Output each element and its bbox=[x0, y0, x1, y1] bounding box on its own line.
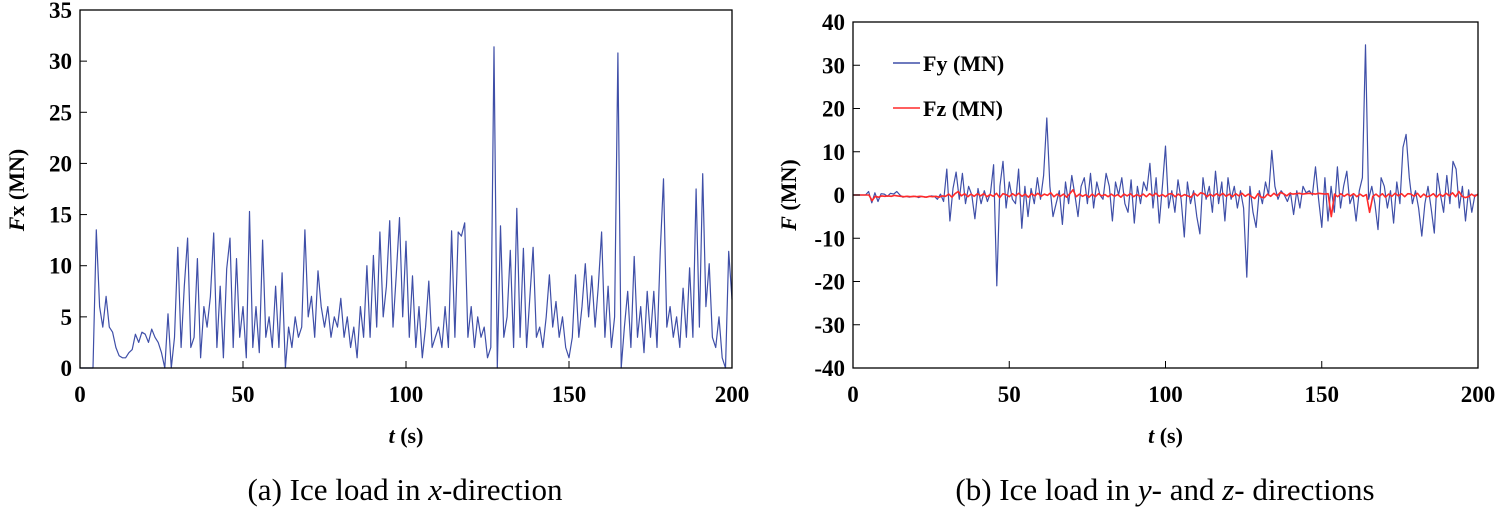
y-tick-label: -30 bbox=[814, 313, 845, 338]
y-tick-label: 25 bbox=[49, 100, 72, 125]
y-tick-label: 30 bbox=[822, 53, 845, 78]
plot-frame bbox=[79, 9, 733, 369]
x-axis-label: t (s) bbox=[389, 423, 424, 448]
x-axis-label-unit: (s) bbox=[1154, 423, 1183, 448]
x-tick-label: 100 bbox=[1148, 382, 1183, 407]
x-tick-label: 150 bbox=[1305, 382, 1340, 407]
y-axis-label-unit: (MN) bbox=[4, 149, 29, 206]
caption-text: -direction bbox=[442, 472, 563, 507]
x-tick-label: 150 bbox=[552, 382, 587, 407]
y-tick-label: 40 bbox=[822, 10, 845, 35]
y-tick-label: 20 bbox=[822, 97, 845, 122]
y-tick-label: 15 bbox=[49, 203, 72, 228]
x-axis-label-var: t bbox=[1148, 423, 1155, 448]
x-tick-label: 50 bbox=[232, 382, 255, 407]
chart-fx: 0 50 100 150 200 0 5 10 15 20 25 30 35 t (s) Fx (MN) (a… bbox=[4, 0, 749, 507]
y-tick-label: 30 bbox=[49, 49, 72, 74]
x-axis-label-var: t bbox=[389, 423, 396, 448]
y-axis-label-unit: (MN) bbox=[776, 159, 801, 216]
caption-text: - and bbox=[1152, 472, 1223, 507]
series-line-fz bbox=[853, 189, 1479, 218]
y-tick-label: -10 bbox=[814, 226, 845, 251]
caption-text: (a) Ice load in bbox=[247, 472, 428, 507]
y-tick-label: 35 bbox=[49, 0, 72, 23]
y-axis-label-var: F bbox=[776, 216, 801, 232]
y-tick-label: 20 bbox=[49, 151, 72, 176]
caption-text: (b) Ice load in bbox=[955, 472, 1137, 507]
y-tick-label: -20 bbox=[814, 270, 845, 295]
y-axis-label: Fx (MN) bbox=[4, 149, 29, 233]
figure-caption: (a) Ice load in x-direction bbox=[247, 472, 563, 507]
y-tick-label: 0 bbox=[61, 356, 73, 381]
caption-var: y bbox=[1135, 472, 1152, 507]
x-tick-label: 200 bbox=[1461, 382, 1496, 407]
x-tick-label: 0 bbox=[847, 382, 859, 407]
x-tick-label: 0 bbox=[74, 382, 86, 407]
chart-fy-fz: 0 50 100 150 200 -40 -30 -20 -10 0 10 20 30 40 t (s) F … bbox=[776, 10, 1495, 507]
caption-var: x bbox=[427, 472, 442, 507]
series-line-fy bbox=[853, 44, 1478, 287]
y-tick-label: 5 bbox=[61, 305, 73, 330]
y-tick-label: 10 bbox=[49, 254, 72, 279]
y-axis-label: F (MN) bbox=[776, 159, 801, 232]
y-tick-label: 0 bbox=[834, 183, 846, 208]
x-axis-label: t (s) bbox=[1148, 423, 1183, 448]
x-tick-label: 50 bbox=[998, 382, 1021, 407]
y-axis-label-var: F bbox=[4, 216, 29, 232]
x-axis-label-unit: (s) bbox=[395, 423, 424, 448]
caption-var: z bbox=[1221, 472, 1234, 507]
y-tick-label: -40 bbox=[814, 356, 845, 381]
figure-caption: (b) Ice load in y- and z- directions bbox=[955, 472, 1374, 507]
legend-label: Fy (MN) bbox=[923, 51, 1004, 76]
caption-text: - directions bbox=[1234, 472, 1374, 507]
x-tick-label: 200 bbox=[715, 382, 750, 407]
y-axis-label-sub: x bbox=[4, 206, 29, 217]
x-tick-label: 100 bbox=[389, 382, 424, 407]
series-line-fx bbox=[80, 46, 733, 369]
legend-label: Fz (MN) bbox=[923, 96, 1003, 121]
y-tick-label: 10 bbox=[822, 140, 845, 165]
